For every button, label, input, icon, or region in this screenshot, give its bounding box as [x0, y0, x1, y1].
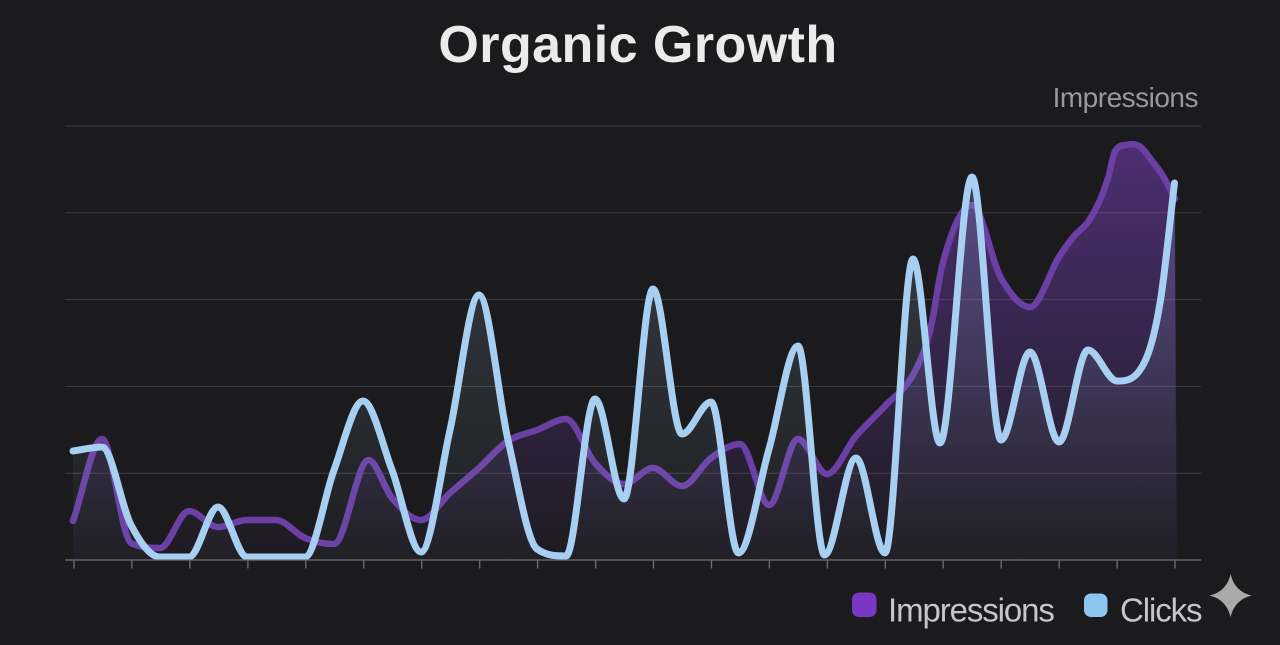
- svg-text:Organic Growth: Organic Growth: [438, 16, 837, 74]
- svg-text:Clicks: Clicks: [1120, 592, 1202, 629]
- svg-text:Impressions: Impressions: [888, 592, 1054, 629]
- svg-text:Impressions: Impressions: [1053, 82, 1198, 113]
